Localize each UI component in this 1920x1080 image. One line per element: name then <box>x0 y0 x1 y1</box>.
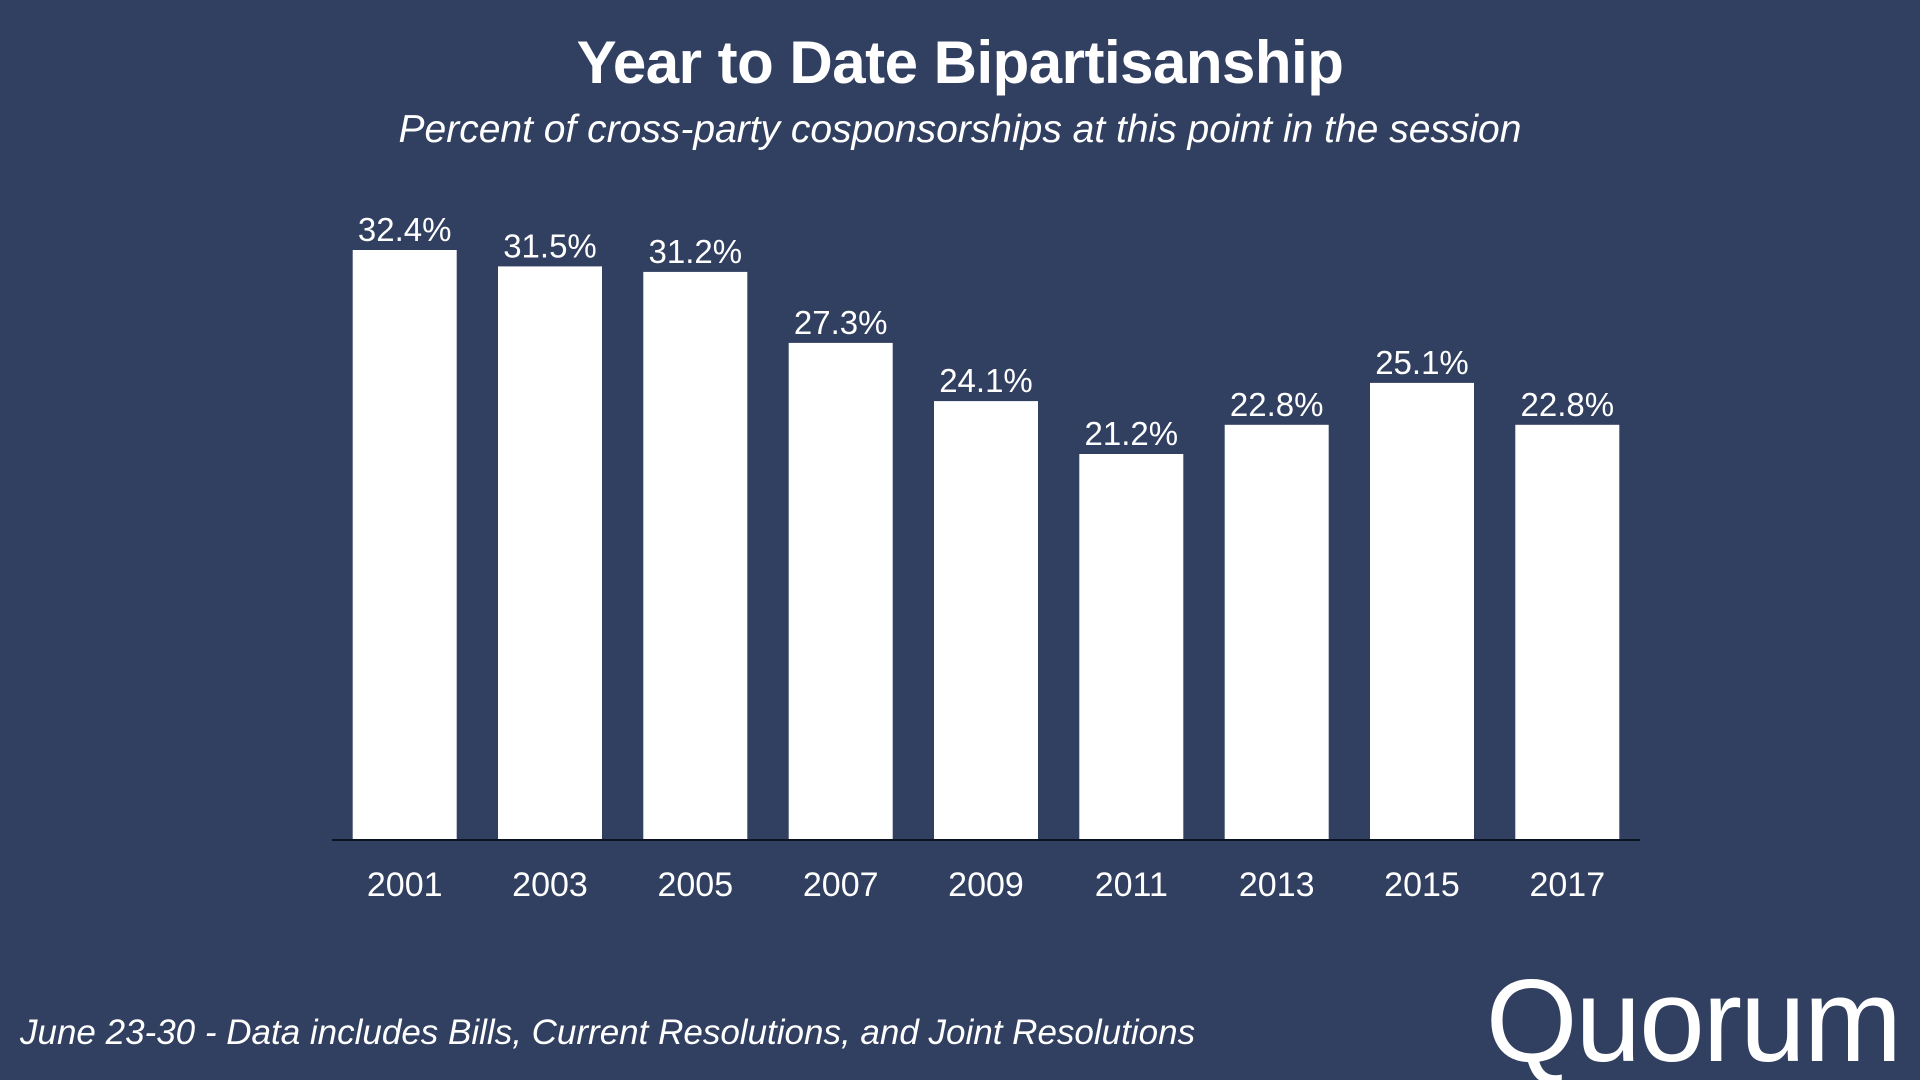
bar-2005 <box>643 271 748 840</box>
x-tick-label-2015: 2015 <box>1384 866 1460 904</box>
x-tick-label-2017: 2017 <box>1529 866 1605 904</box>
x-tick-label-2011: 2011 <box>1095 866 1168 904</box>
x-tick-label-2007: 2007 <box>803 866 879 904</box>
footnote: June 23-30 - Data includes Bills, Curren… <box>20 1013 1196 1052</box>
value-label-2001: 32.4% <box>358 211 452 248</box>
x-tick-label-2003: 2003 <box>512 866 588 904</box>
value-label-2007: 27.3% <box>794 304 888 341</box>
value-label-2013: 22.8% <box>1230 386 1324 423</box>
bar-2007 <box>788 342 893 840</box>
value-label-2005: 31.2% <box>649 233 743 270</box>
value-label-2003: 31.5% <box>503 227 597 264</box>
x-tick-label-2001: 2001 <box>367 866 443 904</box>
value-label-2011: 21.2% <box>1085 415 1179 452</box>
chart-title: Year to Date Bipartisanship <box>576 29 1344 96</box>
bar-2017 <box>1515 424 1620 840</box>
value-label-2009: 24.1% <box>939 362 1033 399</box>
x-tick-label-2009: 2009 <box>948 866 1024 904</box>
x-tick-label-2013: 2013 <box>1239 866 1315 904</box>
value-label-2015: 25.1% <box>1375 344 1469 381</box>
bar-2015 <box>1370 382 1474 840</box>
quorum-logo: Quorum <box>1485 955 1902 1080</box>
bar-2003 <box>498 266 602 840</box>
bar-2001 <box>352 250 457 840</box>
bar-2013 <box>1224 424 1329 840</box>
x-tick-label-2005: 2005 <box>657 866 733 904</box>
bar-2009 <box>934 401 1038 840</box>
bar-2011 <box>1079 454 1184 840</box>
chart-subtitle: Percent of cross-party cosponsorships at… <box>398 108 1522 151</box>
value-label-2017: 22.8% <box>1521 386 1615 423</box>
